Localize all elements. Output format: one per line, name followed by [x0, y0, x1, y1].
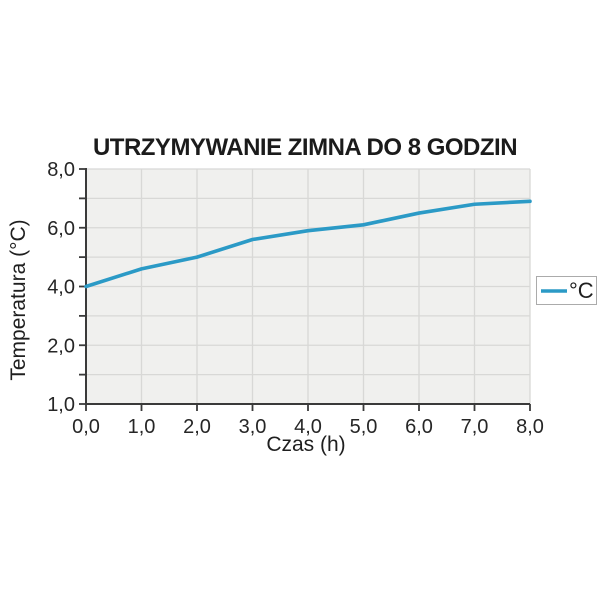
x-tick-label: 8,0 — [516, 416, 544, 438]
x-tick-label: 3,0 — [239, 416, 267, 438]
y-tick-label: 4,0 — [47, 277, 75, 299]
x-tick-label: 1,0 — [128, 416, 156, 438]
x-tick-label: 5,0 — [350, 416, 378, 438]
y-tick-label: 8,0 — [47, 159, 75, 181]
x-tick-label: 0,0 — [72, 416, 100, 438]
temperature-line — [84, 199, 532, 289]
legend-label: °C — [569, 277, 594, 303]
x-tick-label: 7,0 — [461, 416, 489, 438]
x-tick-label: 2,0 — [183, 416, 211, 438]
x-tick-label: 6,0 — [405, 416, 433, 438]
legend-line-swatch — [541, 288, 567, 293]
x-axis-title: Czas (h) — [266, 433, 346, 456]
x-tick-label: 4,0 — [294, 416, 322, 438]
legend-box: °C — [536, 276, 597, 305]
chart-title: UTRZYMYWANIE ZIMNA DO 8 GODZIN — [92, 134, 518, 161]
y-tick-label: 2,0 — [47, 335, 75, 357]
y-tick-label: 6,0 — [47, 218, 75, 240]
y-tick-label: 1,0 — [47, 394, 75, 416]
